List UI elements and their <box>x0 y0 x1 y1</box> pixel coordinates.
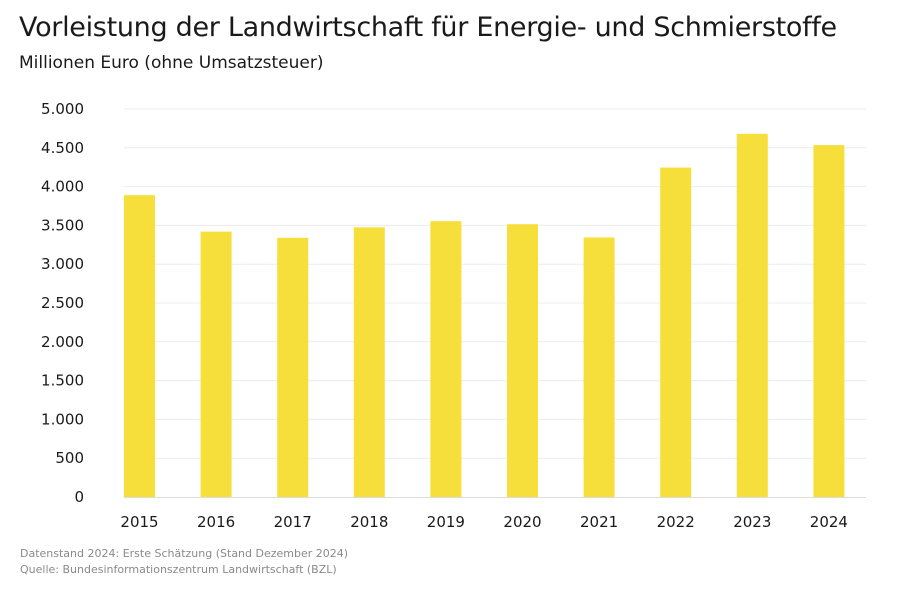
x-tick-label: 2020 <box>503 513 541 531</box>
x-tick-label: 2022 <box>657 513 695 531</box>
bar-2018 <box>353 227 385 497</box>
bar-2023 <box>736 133 768 497</box>
y-tick-label: 500 <box>55 449 84 467</box>
bar-2024 <box>813 145 845 498</box>
y-tick-label: 2.500 <box>41 294 84 312</box>
bar-2019 <box>430 221 462 497</box>
x-tick-label: 2024 <box>810 513 848 531</box>
y-tick-label: 0 <box>74 488 84 506</box>
x-tick-label: 2018 <box>350 513 388 531</box>
y-tick-label: 4.500 <box>41 139 84 157</box>
x-tick-label: 2017 <box>274 513 312 531</box>
bar-2021 <box>583 237 615 498</box>
footer-source: Quelle: Bundesinformationszentrum Landwi… <box>20 563 337 576</box>
x-axis-ticks: 2015 2016 2017 2018 2019 2020 2021 2022 2023 2024 <box>120 513 848 531</box>
bars <box>124 133 845 498</box>
footer-note: Datenstand 2024: Erste Schätzung (Stand … <box>20 547 349 560</box>
x-tick-label: 2021 <box>580 513 618 531</box>
y-tick-label: 4.000 <box>41 178 84 196</box>
y-tick-label: 3.500 <box>41 216 84 234</box>
bar-2015 <box>124 195 155 498</box>
bar-2017 <box>277 237 309 498</box>
y-tick-label: 2.000 <box>41 333 84 351</box>
y-tick-label: 3.000 <box>41 255 84 273</box>
bar-2022 <box>660 167 692 497</box>
chart-subtitle: Millionen Euro (ohne Umsatzsteuer) <box>19 53 324 73</box>
y-tick-label: 1.500 <box>41 372 84 390</box>
y-axis-ticks: 0 500 1.000 1.500 2.000 2.500 3.000 3.500 4.000 4… <box>41 100 84 506</box>
chart-title: Vorleistung der Landwirtschaft für Energ… <box>19 12 837 43</box>
x-tick-label: 2016 <box>197 513 235 531</box>
y-tick-label: 5.000 <box>41 100 84 118</box>
bar-2016 <box>200 231 232 497</box>
y-tick-label: 1.000 <box>41 410 84 428</box>
bar-2020 <box>507 224 538 497</box>
x-tick-label: 2019 <box>427 513 465 531</box>
x-tick-label: 2015 <box>120 513 158 531</box>
x-tick-label: 2023 <box>733 513 771 531</box>
